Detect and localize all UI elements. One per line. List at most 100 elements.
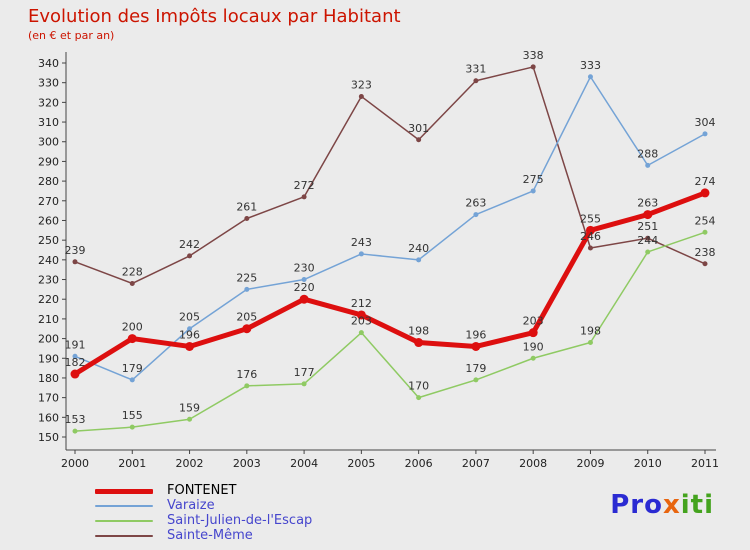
svg-text:251: 251: [637, 220, 658, 233]
logo-letter: Pro: [610, 490, 663, 520]
svg-text:290: 290: [38, 155, 59, 168]
svg-text:230: 230: [294, 262, 315, 275]
svg-text:179: 179: [465, 362, 486, 375]
svg-text:155: 155: [122, 409, 143, 422]
svg-text:170: 170: [408, 380, 429, 393]
svg-text:2001: 2001: [118, 457, 146, 470]
svg-text:153: 153: [65, 413, 86, 426]
legend-item: FONTENET: [95, 483, 312, 498]
svg-text:2000: 2000: [61, 457, 89, 470]
svg-text:246: 246: [580, 230, 601, 243]
svg-text:274: 274: [695, 175, 716, 188]
svg-text:333: 333: [580, 59, 601, 72]
svg-text:263: 263: [465, 197, 486, 210]
svg-text:330: 330: [38, 77, 59, 90]
svg-text:2003: 2003: [233, 457, 261, 470]
svg-text:338: 338: [523, 49, 544, 62]
svg-text:198: 198: [580, 325, 601, 338]
chart-legend: FONTENET Varaize Saint-Julien-de-l'Escap Sa…: [95, 483, 313, 543]
svg-text:304: 304: [695, 116, 716, 129]
svg-text:301: 301: [408, 122, 429, 135]
svg-text:275: 275: [523, 173, 544, 186]
svg-text:200: 200: [122, 321, 143, 334]
svg-text:242: 242: [179, 238, 200, 251]
svg-text:210: 210: [38, 313, 59, 326]
legend-label: FONTENET: [167, 483, 237, 498]
svg-text:2007: 2007: [462, 457, 490, 470]
svg-text:160: 160: [38, 411, 59, 424]
legend-line-sample: [95, 488, 153, 494]
svg-text:205: 205: [179, 311, 200, 324]
svg-text:240: 240: [38, 254, 59, 267]
legend-label: Sainte-Même: [167, 528, 253, 543]
svg-text:2010: 2010: [634, 457, 662, 470]
svg-text:288: 288: [637, 147, 658, 160]
legend-item: Varaize: [95, 498, 312, 513]
svg-text:170: 170: [38, 392, 59, 405]
svg-text:243: 243: [351, 236, 372, 249]
svg-text:205: 205: [236, 311, 257, 324]
svg-text:212: 212: [351, 297, 372, 310]
line-chart: 150 160 170 180 190 200 210 220 230 240 250 260 270 2…: [38, 49, 719, 470]
svg-text:280: 280: [38, 175, 59, 188]
svg-text:323: 323: [351, 78, 372, 91]
svg-text:2004: 2004: [290, 457, 318, 470]
svg-text:255: 255: [580, 212, 601, 225]
legend-label: Varaize: [167, 498, 215, 513]
proxiti-logo: Proxiti: [610, 490, 714, 520]
svg-text:191: 191: [65, 338, 86, 351]
svg-text:238: 238: [695, 246, 716, 259]
svg-text:261: 261: [236, 201, 257, 214]
svg-text:220: 220: [294, 281, 315, 294]
svg-text:260: 260: [38, 214, 59, 227]
logo-letter: iti: [680, 490, 714, 520]
svg-text:310: 310: [38, 116, 59, 129]
svg-text:244: 244: [637, 234, 658, 247]
svg-text:320: 320: [38, 96, 59, 109]
svg-text:200: 200: [38, 333, 59, 346]
svg-text:230: 230: [38, 274, 59, 287]
svg-text:2002: 2002: [176, 457, 204, 470]
legend-line-sample: [95, 535, 153, 537]
svg-text:190: 190: [523, 340, 544, 353]
chart-title: Evolution des Impôts locaux par Habitant: [28, 6, 401, 27]
svg-text:228: 228: [122, 265, 143, 278]
svg-text:198: 198: [408, 325, 429, 338]
svg-text:203: 203: [351, 315, 372, 328]
svg-text:254: 254: [695, 214, 716, 227]
svg-text:240: 240: [408, 242, 429, 255]
svg-text:340: 340: [38, 57, 59, 70]
svg-text:2006: 2006: [405, 457, 433, 470]
svg-text:263: 263: [637, 197, 658, 210]
chart-subtitle: (en € et par an): [28, 29, 115, 42]
svg-text:180: 180: [38, 372, 59, 385]
svg-text:225: 225: [236, 271, 257, 284]
svg-text:2011: 2011: [691, 457, 719, 470]
svg-text:220: 220: [38, 293, 59, 306]
svg-text:182: 182: [65, 356, 86, 369]
svg-text:331: 331: [465, 63, 486, 76]
svg-text:2008: 2008: [519, 457, 547, 470]
svg-text:150: 150: [38, 431, 59, 444]
legend-line-sample: [95, 520, 153, 522]
svg-text:2005: 2005: [347, 457, 375, 470]
svg-text:159: 159: [179, 401, 200, 414]
svg-text:272: 272: [294, 179, 315, 192]
svg-text:203: 203: [523, 315, 544, 328]
svg-text:177: 177: [294, 366, 315, 379]
svg-text:196: 196: [465, 328, 486, 341]
svg-text:239: 239: [65, 244, 86, 257]
svg-text:190: 190: [38, 352, 59, 365]
svg-text:270: 270: [38, 195, 59, 208]
svg-text:300: 300: [38, 136, 59, 149]
svg-text:2009: 2009: [576, 457, 604, 470]
svg-text:196: 196: [179, 328, 200, 341]
legend-item: Sainte-Même: [95, 528, 312, 543]
svg-text:176: 176: [236, 368, 257, 381]
legend-line-sample: [95, 505, 153, 507]
svg-text:250: 250: [38, 234, 59, 247]
svg-text:179: 179: [122, 362, 143, 375]
legend-label: Saint-Julien-de-l'Escap: [167, 513, 313, 528]
legend-item: Saint-Julien-de-l'Escap: [95, 513, 313, 528]
